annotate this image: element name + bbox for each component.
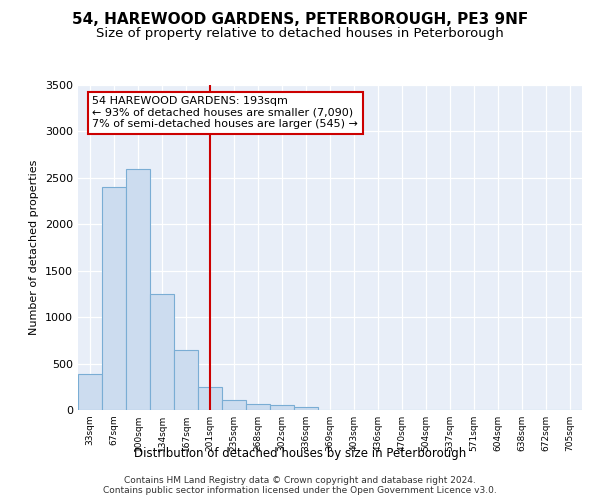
Text: 54 HAREWOOD GARDENS: 193sqm
← 93% of detached houses are smaller (7,090)
7% of s: 54 HAREWOOD GARDENS: 193sqm ← 93% of det… [92, 96, 358, 130]
Bar [150, 294, 174, 410]
Bar [198, 387, 222, 410]
Text: Contains HM Land Registry data © Crown copyright and database right 2024.
Contai: Contains HM Land Registry data © Crown c… [103, 476, 497, 495]
Bar [126, 168, 150, 410]
Bar [102, 187, 126, 410]
Bar [270, 405, 294, 410]
Text: Distribution of detached houses by size in Peterborough: Distribution of detached houses by size … [134, 448, 466, 460]
Bar [78, 374, 102, 410]
Text: 54, HAREWOOD GARDENS, PETERBOROUGH, PE3 9NF: 54, HAREWOOD GARDENS, PETERBOROUGH, PE3 … [72, 12, 528, 28]
Y-axis label: Number of detached properties: Number of detached properties [29, 160, 40, 335]
Bar [246, 404, 270, 410]
Bar [174, 350, 198, 410]
Bar [294, 407, 318, 410]
Bar [222, 400, 246, 410]
Text: Size of property relative to detached houses in Peterborough: Size of property relative to detached ho… [96, 28, 504, 40]
